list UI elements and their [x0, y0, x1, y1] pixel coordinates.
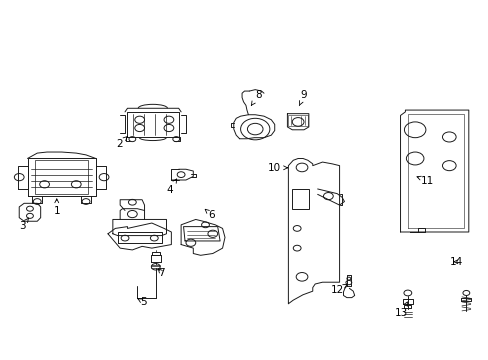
- Text: 12: 12: [330, 284, 346, 295]
- Text: 5: 5: [137, 297, 146, 307]
- Text: 8: 8: [251, 90, 261, 105]
- Text: 11: 11: [416, 176, 433, 186]
- Text: 6: 6: [205, 209, 215, 220]
- Text: 4: 4: [166, 179, 176, 195]
- Text: 2: 2: [116, 136, 127, 149]
- Bar: [292, 189, 309, 209]
- Text: 7: 7: [158, 267, 164, 278]
- Bar: [35, 160, 88, 194]
- Text: 10: 10: [267, 163, 287, 173]
- Text: 3: 3: [20, 218, 29, 231]
- Text: 9: 9: [299, 90, 306, 106]
- Text: 14: 14: [449, 257, 462, 267]
- Bar: [288, 116, 307, 126]
- Text: 1: 1: [53, 199, 60, 216]
- Text: 13: 13: [394, 302, 407, 318]
